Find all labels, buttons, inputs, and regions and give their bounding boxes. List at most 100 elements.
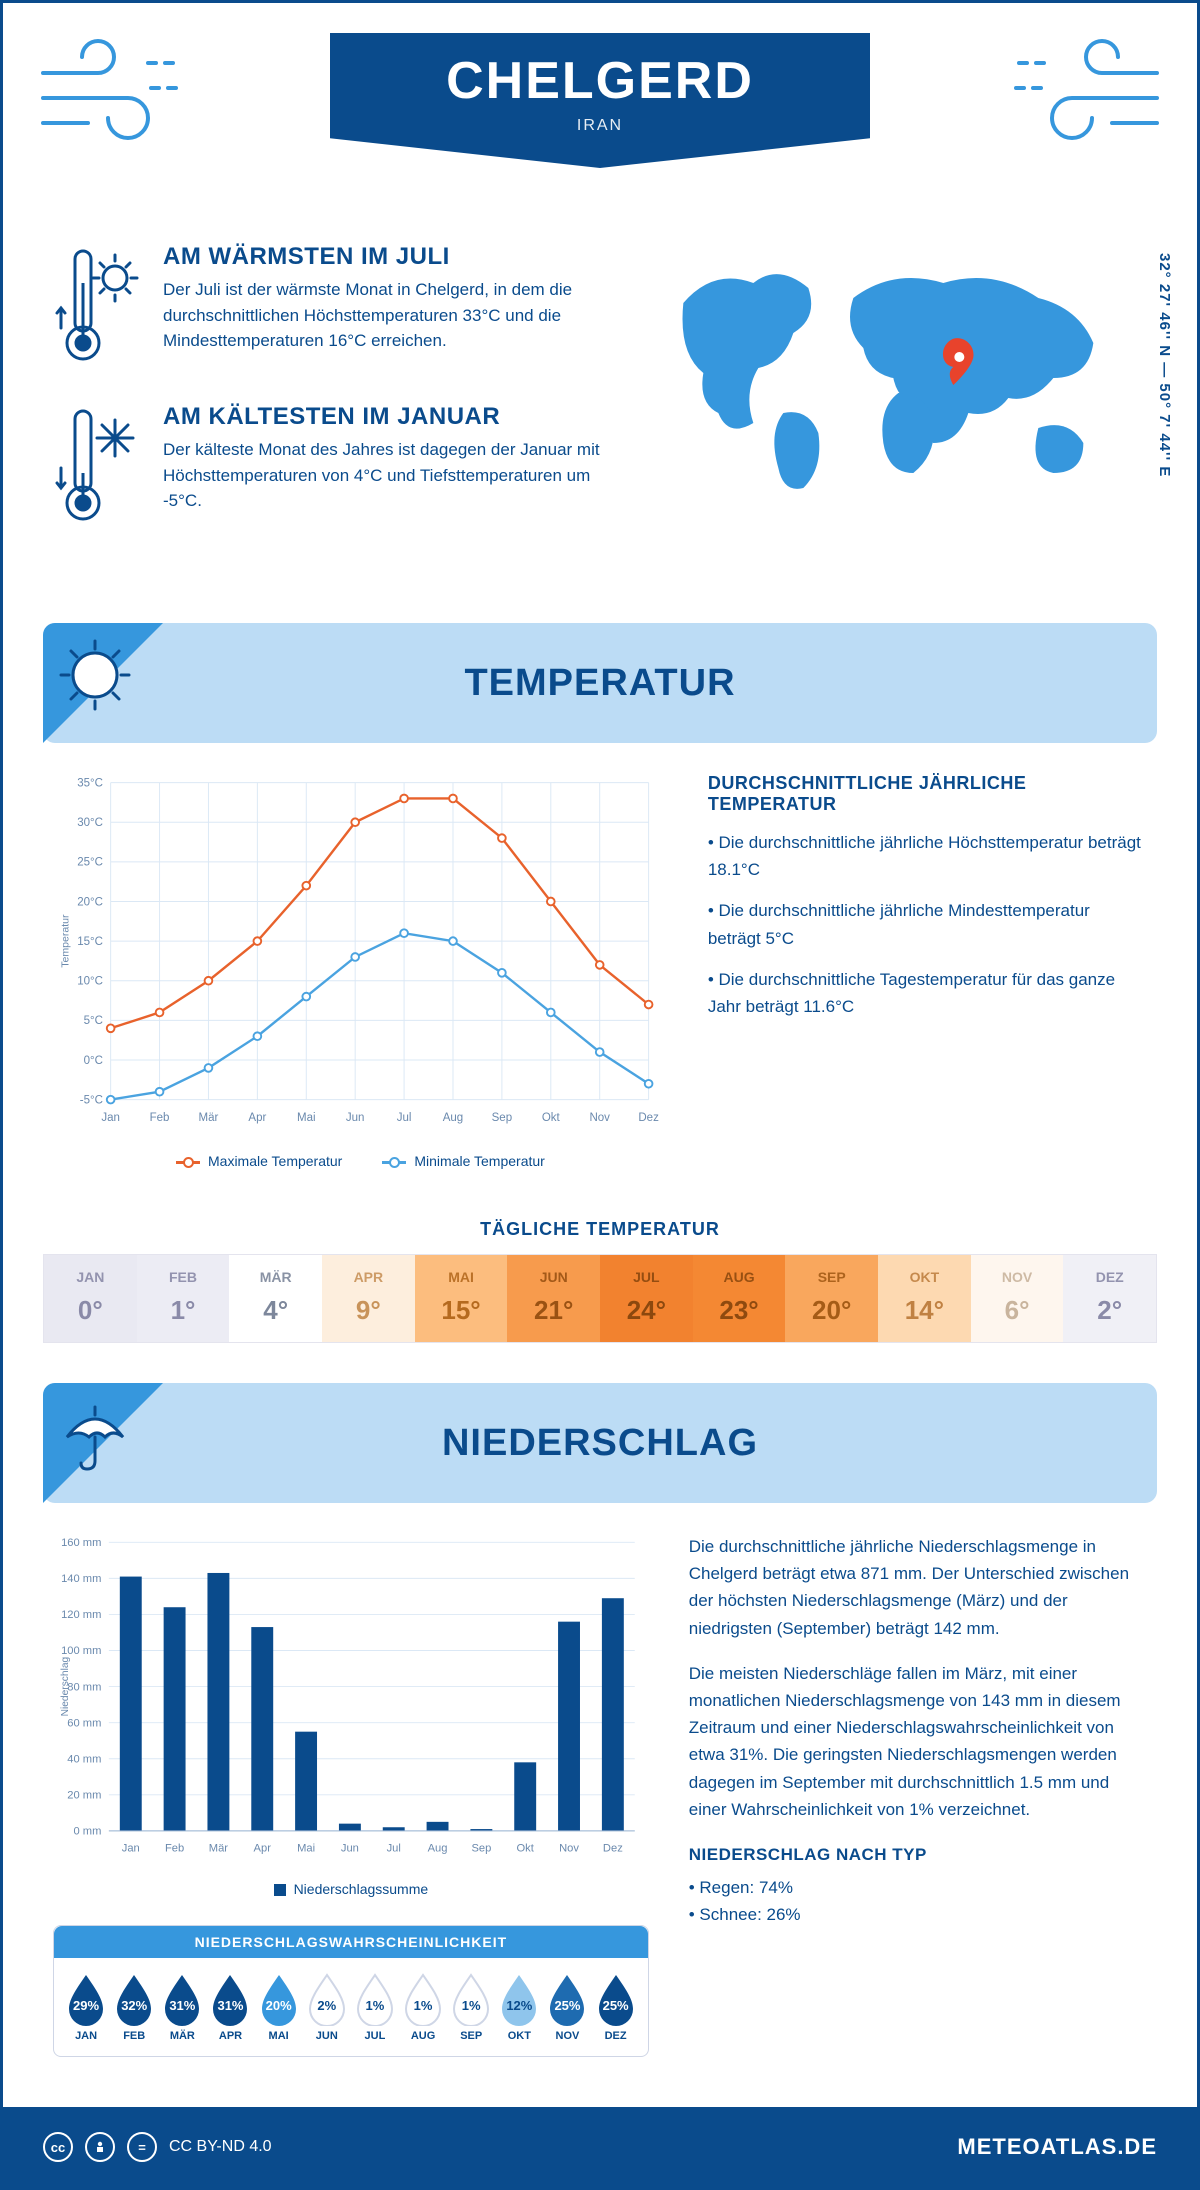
svg-text:5°C: 5°C	[84, 1015, 103, 1027]
svg-text:80 mm: 80 mm	[67, 1681, 101, 1693]
precip-probability-drop: 1%AUG	[399, 1972, 447, 2042]
warmest-title: AM WÄRMSTEN IM JULI	[163, 243, 610, 271]
precip-type-bullet: • Regen: 74%	[689, 1874, 1147, 1901]
precip-title: NIEDERSCHLAG	[442, 1422, 758, 1465]
svg-text:25°C: 25°C	[77, 857, 103, 869]
svg-text:Okt: Okt	[542, 1112, 561, 1124]
precip-paragraph: Die meisten Niederschläge fallen im März…	[689, 1660, 1147, 1823]
temperature-line-chart: -5°C0°C5°C10°C15°C20°C25°C30°C35°CJanFeb…	[53, 773, 668, 1169]
coldest-text: Der kälteste Monat des Jahres ist dagege…	[163, 437, 610, 514]
temperature-title: TEMPERATUR	[464, 662, 735, 705]
thermometer-cold-icon	[53, 403, 143, 533]
temperature-section-header: TEMPERATUR	[43, 623, 1157, 743]
coldest-block: AM KÄLTESTEN IM JANUAR Der kälteste Mona…	[53, 403, 610, 533]
precip-type-bullet: • Schnee: 26%	[689, 1901, 1147, 1928]
svg-text:Jul: Jul	[387, 1842, 401, 1854]
svg-text:Temperatur: Temperatur	[59, 914, 71, 968]
svg-text:Okt: Okt	[517, 1842, 535, 1854]
site-name: METEOATLAS.DE	[957, 2134, 1157, 2160]
svg-text:Dez: Dez	[603, 1842, 623, 1854]
header: CHELGERD IRAN	[3, 3, 1197, 233]
temp-bullet: • Die durchschnittliche jährliche Höchst…	[708, 829, 1147, 883]
temp-bullet: • Die durchschnittliche Tagestemperatur …	[708, 966, 1147, 1020]
precip-summary: Die durchschnittliche jährliche Niedersc…	[689, 1533, 1147, 2057]
svg-text:Jan: Jan	[122, 1842, 140, 1854]
svg-text:Dez: Dez	[638, 1112, 659, 1124]
cc-icon: cc	[43, 2132, 73, 2162]
precip-paragraph: Die durchschnittliche jährliche Niedersc…	[689, 1533, 1147, 1642]
legend-min: Minimale Temperatur	[414, 1153, 544, 1169]
svg-text:Jun: Jun	[341, 1842, 359, 1854]
sun-icon	[55, 635, 135, 715]
svg-text:160 mm: 160 mm	[61, 1537, 101, 1549]
svg-text:20 mm: 20 mm	[67, 1790, 101, 1802]
precip-type-heading: NIEDERSCHLAG NACH TYP	[689, 1841, 1147, 1868]
precip-probability-drop: 20%MAI	[255, 1972, 303, 2042]
country-name: IRAN	[330, 117, 870, 135]
city-name: CHELGERD	[330, 51, 870, 111]
daily-temp-cell: JUL24°	[600, 1255, 693, 1342]
svg-text:Sep: Sep	[471, 1842, 491, 1854]
wind-icon	[1007, 33, 1167, 153]
svg-text:100 mm: 100 mm	[61, 1645, 101, 1657]
svg-text:Mai: Mai	[297, 1842, 315, 1854]
svg-text:Apr: Apr	[248, 1112, 266, 1124]
svg-text:Aug: Aug	[428, 1842, 448, 1854]
precip-probability-drop: 12%OKT	[495, 1972, 543, 2042]
svg-text:30°C: 30°C	[77, 817, 103, 829]
precip-bar-chart: 0 mm 20 mm 40 mm 60 mm 80 mm 100 mm 120 mm 140 …	[53, 1533, 649, 1897]
daily-temp-strip: JAN0°FEB1°MÄR4°APR9°MAI15°JUN21°JUL24°AU…	[43, 1254, 1157, 1343]
umbrella-icon	[55, 1395, 135, 1475]
precip-probability-drop: 31%MÄR	[158, 1972, 206, 2042]
daily-temp-cell: SEP20°	[785, 1255, 878, 1342]
svg-text:60 mm: 60 mm	[67, 1717, 101, 1729]
precip-probability-drop: 1%SEP	[447, 1972, 495, 2042]
daily-temp-cell: OKT14°	[878, 1255, 971, 1342]
daily-temp-cell: MAI15°	[415, 1255, 508, 1342]
title-ribbon: CHELGERD IRAN	[330, 33, 870, 168]
nd-icon: =	[127, 2132, 157, 2162]
temp-summary-heading: DURCHSCHNITTLICHE JÄHRLICHE TEMPERATUR	[708, 773, 1147, 815]
precip-probability-drop: 25%NOV	[543, 1972, 591, 2042]
precip-probability-drop: 2%JUN	[303, 1972, 351, 2042]
by-icon	[85, 2132, 115, 2162]
precip-legend: Niederschlagssumme	[53, 1881, 649, 1897]
daily-temp-cell: NOV6°	[971, 1255, 1064, 1342]
wind-icon	[33, 33, 193, 153]
svg-text:120 mm: 120 mm	[61, 1609, 101, 1621]
intro-section: AM WÄRMSTEN IM JULI Der Juli ist der wär…	[3, 233, 1197, 603]
temperature-legend: Maximale Temperatur Minimale Temperatur	[53, 1153, 668, 1169]
map-panel: 32° 27' 46'' N — 50° 7' 44'' E	[640, 243, 1147, 563]
svg-text:35°C: 35°C	[77, 777, 103, 789]
license-text: CC BY-ND 4.0	[169, 2138, 272, 2156]
svg-text:40 mm: 40 mm	[67, 1753, 101, 1765]
world-map-icon	[640, 243, 1147, 503]
precip-probability-box: NIEDERSCHLAGSWAHRSCHEINLICHKEIT 29%JAN32…	[53, 1925, 649, 2057]
daily-temp-cell: JAN0°	[44, 1255, 137, 1342]
svg-text:-5°C: -5°C	[80, 1094, 103, 1106]
daily-temp-cell: FEB1°	[137, 1255, 230, 1342]
daily-temp-cell: APR9°	[322, 1255, 415, 1342]
svg-text:Jan: Jan	[101, 1112, 120, 1124]
svg-text:0 mm: 0 mm	[74, 1826, 102, 1838]
svg-text:Jul: Jul	[397, 1112, 412, 1124]
infographic-frame: CHELGERD IRAN AM	[0, 0, 1200, 2190]
daily-temp-title: TÄGLICHE TEMPERATUR	[3, 1219, 1197, 1240]
warmest-block: AM WÄRMSTEN IM JULI Der Juli ist der wär…	[53, 243, 610, 373]
svg-text:140 mm: 140 mm	[61, 1573, 101, 1585]
svg-text:Mai: Mai	[297, 1112, 316, 1124]
svg-text:10°C: 10°C	[77, 976, 103, 988]
coordinates: 32° 27' 46'' N — 50° 7' 44'' E	[1156, 253, 1173, 477]
daily-temp-cell: JUN21°	[507, 1255, 600, 1342]
footer: cc = CC BY-ND 4.0 METEOATLAS.DE	[3, 2107, 1197, 2187]
svg-text:Nov: Nov	[559, 1842, 579, 1854]
svg-text:Mär: Mär	[209, 1842, 228, 1854]
precip-probability-drop: 25%DEZ	[592, 1972, 640, 2042]
legend-max: Maximale Temperatur	[208, 1153, 342, 1169]
svg-text:Mär: Mär	[199, 1112, 219, 1124]
precip-section-header: NIEDERSCHLAG	[43, 1383, 1157, 1503]
precip-probability-drop: 31%APR	[206, 1972, 254, 2042]
svg-text:20°C: 20°C	[77, 896, 103, 908]
precip-probability-drop: 29%JAN	[62, 1972, 110, 2042]
svg-text:Aug: Aug	[443, 1112, 464, 1124]
